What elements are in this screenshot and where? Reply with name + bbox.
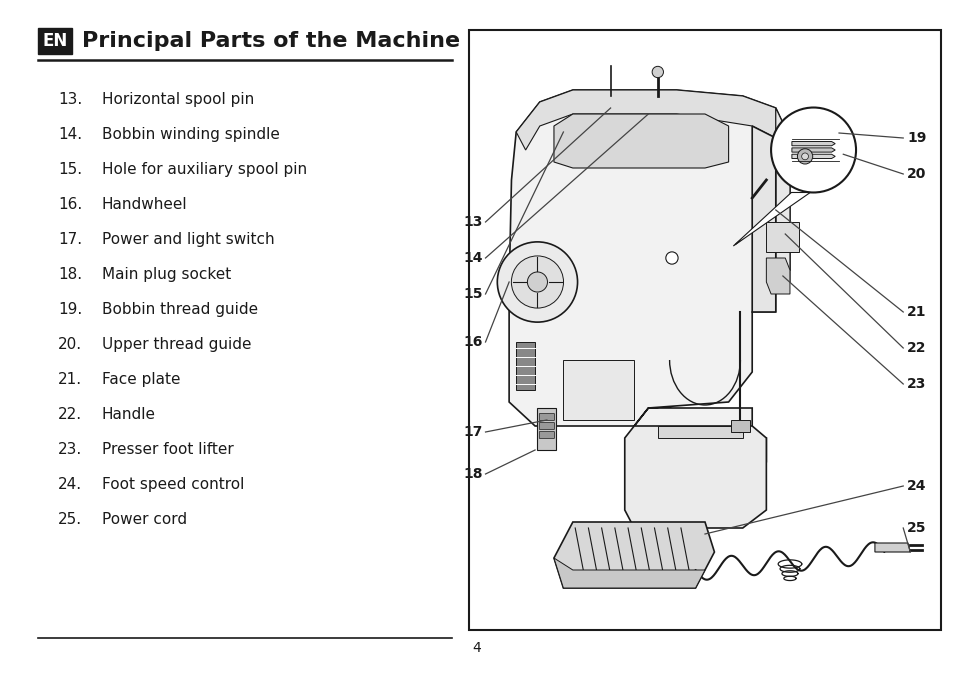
Text: Main plug socket: Main plug socket — [102, 267, 231, 282]
Polygon shape — [554, 558, 704, 588]
Text: 16: 16 — [462, 335, 482, 349]
Text: 17: 17 — [462, 425, 482, 439]
Text: 22.: 22. — [58, 407, 82, 422]
Polygon shape — [537, 408, 556, 450]
Text: 21: 21 — [906, 305, 925, 319]
Polygon shape — [516, 342, 535, 390]
Text: 19: 19 — [906, 131, 925, 145]
Text: Bobbin thread guide: Bobbin thread guide — [102, 302, 258, 317]
Text: 20: 20 — [906, 167, 925, 181]
Text: Principal Parts of the Machine: Principal Parts of the Machine — [82, 31, 459, 51]
Text: 14.: 14. — [58, 127, 82, 142]
Text: Face plate: Face plate — [102, 372, 180, 387]
Text: 13: 13 — [462, 215, 482, 229]
Text: 20.: 20. — [58, 337, 82, 352]
Text: Hole for auxiliary spool pin: Hole for auxiliary spool pin — [102, 162, 307, 177]
Text: 18: 18 — [462, 467, 482, 481]
Circle shape — [770, 108, 855, 192]
Text: EN: EN — [42, 32, 68, 50]
Text: 25.: 25. — [58, 512, 82, 527]
Circle shape — [665, 252, 678, 264]
Text: Handle: Handle — [102, 407, 156, 422]
Text: 23.: 23. — [58, 442, 82, 457]
Circle shape — [797, 149, 812, 164]
Circle shape — [497, 242, 577, 322]
Text: Presser foot lifter: Presser foot lifter — [102, 442, 233, 457]
Text: Handwheel: Handwheel — [102, 197, 188, 212]
Text: 4: 4 — [472, 641, 481, 655]
Text: 13.: 13. — [58, 92, 82, 107]
FancyBboxPatch shape — [538, 423, 554, 429]
Text: Foot speed control: Foot speed control — [102, 477, 244, 492]
FancyBboxPatch shape — [538, 431, 554, 439]
Polygon shape — [516, 90, 775, 150]
Polygon shape — [791, 141, 834, 146]
Polygon shape — [791, 154, 834, 159]
Text: Upper thread guide: Upper thread guide — [102, 337, 252, 352]
Text: 24.: 24. — [58, 477, 82, 492]
Circle shape — [511, 256, 563, 308]
Polygon shape — [751, 126, 775, 312]
Text: 19.: 19. — [58, 302, 82, 317]
Circle shape — [652, 67, 662, 77]
FancyBboxPatch shape — [469, 30, 940, 630]
Polygon shape — [791, 148, 834, 152]
Polygon shape — [751, 108, 789, 312]
Polygon shape — [765, 258, 789, 294]
Text: 15.: 15. — [58, 162, 82, 177]
Polygon shape — [624, 426, 765, 528]
Polygon shape — [874, 543, 909, 552]
Circle shape — [527, 272, 547, 292]
Text: 23: 23 — [906, 377, 925, 391]
Polygon shape — [730, 420, 749, 432]
Text: 16.: 16. — [58, 197, 82, 212]
Circle shape — [801, 153, 807, 160]
Polygon shape — [509, 90, 789, 474]
Text: 22: 22 — [906, 341, 925, 355]
Text: Power cord: Power cord — [102, 512, 187, 527]
Polygon shape — [554, 114, 728, 168]
Text: 18.: 18. — [58, 267, 82, 282]
Text: Horizontal spool pin: Horizontal spool pin — [102, 92, 254, 107]
Text: 24: 24 — [906, 479, 925, 493]
Text: 17.: 17. — [58, 232, 82, 247]
FancyBboxPatch shape — [38, 28, 71, 54]
Text: Bobbin winding spindle: Bobbin winding spindle — [102, 127, 279, 142]
Text: 14: 14 — [462, 251, 482, 265]
Polygon shape — [658, 426, 742, 438]
Text: Power and light switch: Power and light switch — [102, 232, 274, 247]
Polygon shape — [765, 222, 799, 252]
Text: 21.: 21. — [58, 372, 82, 387]
Text: 15: 15 — [462, 287, 482, 301]
Polygon shape — [733, 192, 809, 246]
Polygon shape — [563, 360, 634, 420]
Polygon shape — [554, 522, 714, 588]
FancyBboxPatch shape — [538, 413, 554, 421]
Text: 25: 25 — [906, 521, 925, 535]
